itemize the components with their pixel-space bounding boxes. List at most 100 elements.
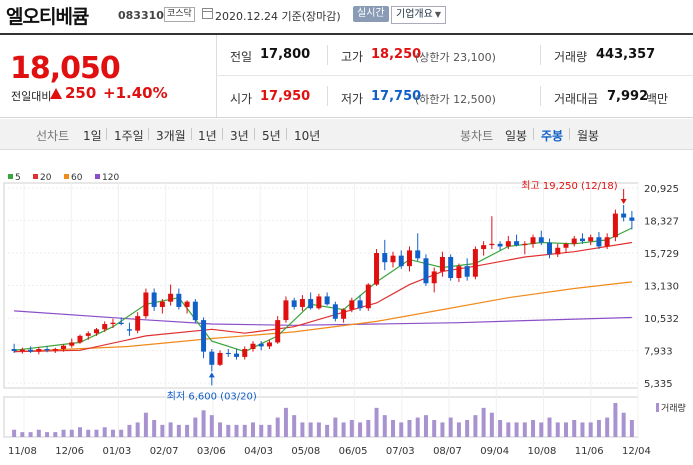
volume-bar bbox=[382, 415, 387, 437]
candle-body bbox=[390, 255, 396, 263]
candle-body bbox=[629, 217, 635, 221]
quote-panel: 18,050 전일대비 250 +1.40% 전일 17,800 고가 18,2… bbox=[0, 33, 693, 118]
candle-body bbox=[349, 300, 355, 310]
volume-bar bbox=[86, 429, 91, 437]
candle-body bbox=[489, 243, 495, 246]
separator bbox=[148, 128, 149, 140]
price-chart[interactable]: 5 20 60 120 20,925 18,327 15,729 13,130 10,532 7… bbox=[0, 150, 693, 465]
legend-label: 120 bbox=[102, 173, 119, 183]
volume-bar bbox=[333, 417, 338, 437]
separator bbox=[569, 128, 570, 140]
candle-body bbox=[93, 329, 99, 334]
volume-bar bbox=[218, 422, 223, 437]
volume-bar bbox=[415, 417, 420, 437]
volume-bar bbox=[234, 424, 239, 437]
candle-body bbox=[110, 322, 116, 325]
period-1d-button[interactable]: 1일 bbox=[83, 129, 102, 143]
candle-body bbox=[143, 292, 149, 317]
annotation-low: 최저 6,600 (03/20) bbox=[167, 390, 257, 402]
candles bbox=[11, 205, 635, 372]
high-label: 고가 bbox=[341, 50, 364, 64]
volume-bar bbox=[275, 417, 280, 437]
separator bbox=[254, 128, 255, 140]
y-tick-label: 15,729 bbox=[644, 249, 679, 260]
x-tick-label: 10/08 bbox=[528, 446, 557, 457]
candle-body bbox=[102, 324, 108, 330]
volume-bar bbox=[135, 422, 140, 437]
candle-body bbox=[555, 247, 561, 255]
volume-bar bbox=[250, 422, 255, 437]
x-tick-label: 08/07 bbox=[433, 446, 462, 457]
period-5y-button[interactable]: 5년 bbox=[262, 129, 281, 143]
candle-body bbox=[588, 237, 594, 242]
candle-body bbox=[135, 316, 141, 331]
volume-bar bbox=[366, 420, 371, 437]
volume-bar bbox=[481, 407, 486, 437]
separator bbox=[286, 128, 287, 140]
company-overview-dropdown[interactable]: 기업개요 ▼ bbox=[391, 6, 446, 24]
grid bbox=[4, 183, 639, 437]
volume-bar bbox=[621, 412, 626, 437]
volume-label: 거래량 bbox=[554, 50, 588, 64]
volume-bar bbox=[391, 420, 396, 437]
volume-bar bbox=[448, 417, 453, 437]
candle-body bbox=[439, 256, 445, 272]
high-value: 18,250 bbox=[371, 47, 422, 62]
ma120-line bbox=[14, 310, 632, 326]
x-tick-label: 05/08 bbox=[291, 446, 320, 457]
period-3y-button[interactable]: 3년 bbox=[230, 129, 249, 143]
candle-body bbox=[151, 292, 157, 307]
volume-bar bbox=[110, 429, 115, 437]
volume-bar bbox=[69, 429, 74, 437]
y-tick-label: 5,335 bbox=[644, 379, 673, 390]
candle-body bbox=[464, 266, 470, 277]
candle-body bbox=[415, 250, 421, 259]
stock-code: 083310 bbox=[118, 9, 164, 22]
candle-body bbox=[77, 335, 83, 343]
candle-body bbox=[579, 238, 585, 242]
volume-bar bbox=[358, 422, 363, 437]
period-1y-button[interactable]: 1년 bbox=[198, 129, 217, 143]
annotation-high: 최고 19,250 (12/18) bbox=[521, 180, 617, 192]
legend-swatch bbox=[64, 174, 69, 179]
y-tick-label: 20,925 bbox=[644, 184, 679, 195]
volume-bar bbox=[341, 422, 346, 437]
volume-bar bbox=[53, 432, 58, 437]
period-1w-button[interactable]: 1주일 bbox=[114, 129, 144, 143]
candle-weekly-button[interactable]: 주봉 bbox=[541, 129, 564, 143]
volume-bar bbox=[78, 427, 83, 437]
candle-body bbox=[291, 300, 297, 307]
period-3m-button[interactable]: 3개월 bbox=[156, 129, 186, 143]
candle-body bbox=[192, 301, 198, 321]
amount-unit: 백만 bbox=[646, 92, 669, 106]
annotations: 최고 19,250 (12/18) 최저 6,600 (03/20) bbox=[167, 180, 627, 402]
candle-body bbox=[168, 293, 174, 302]
candle-body bbox=[201, 320, 207, 352]
candle-body bbox=[522, 243, 528, 246]
period-10y-button[interactable]: 10년 bbox=[294, 129, 321, 143]
volume-bar bbox=[267, 424, 272, 437]
candle-body bbox=[61, 345, 67, 350]
volume-label: 거래량 bbox=[661, 402, 686, 414]
volume-bar bbox=[555, 422, 560, 437]
volume-bar bbox=[45, 432, 50, 437]
candle-body bbox=[612, 213, 618, 238]
volume-bar bbox=[242, 424, 247, 437]
candle-daily-button[interactable]: 일봉 bbox=[505, 129, 528, 143]
candle-body bbox=[332, 304, 338, 319]
candle-body bbox=[19, 349, 25, 351]
up-triangle-icon bbox=[50, 88, 62, 99]
separator bbox=[533, 128, 534, 140]
candle-monthly-button[interactable]: 월봉 bbox=[577, 129, 600, 143]
volume-bar bbox=[489, 412, 494, 437]
volume-bar bbox=[308, 422, 313, 437]
separator bbox=[191, 128, 192, 140]
candle-body bbox=[596, 237, 602, 247]
x-tick-label: 11/08 bbox=[8, 446, 37, 457]
volume-bar bbox=[94, 429, 99, 437]
x-tick-label: 09/04 bbox=[480, 446, 509, 457]
volume-bar bbox=[588, 422, 593, 437]
realtime-button[interactable]: 실시간 bbox=[353, 6, 389, 22]
legend-label: 20 bbox=[40, 173, 52, 183]
line-chart-label: 선차트 bbox=[36, 129, 70, 143]
